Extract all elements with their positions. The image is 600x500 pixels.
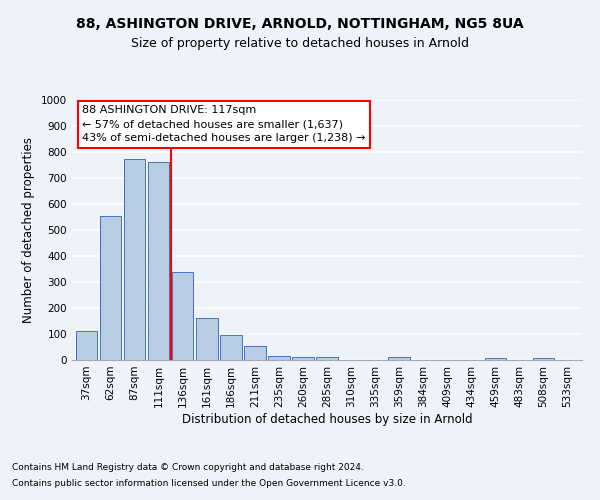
Text: Contains public sector information licensed under the Open Government Licence v3: Contains public sector information licen… [12, 478, 406, 488]
Text: Contains HM Land Registry data © Crown copyright and database right 2024.: Contains HM Land Registry data © Crown c… [12, 464, 364, 472]
Bar [100, 216, 121, 360]
X-axis label: Distribution of detached houses by size in Arnold: Distribution of detached houses by size … [182, 412, 472, 426]
Bar [533, 358, 554, 360]
Y-axis label: Number of detached properties: Number of detached properties [22, 137, 35, 323]
Bar [124, 158, 145, 360]
Text: Size of property relative to detached houses in Arnold: Size of property relative to detached ho… [131, 38, 469, 51]
Bar [76, 332, 97, 360]
Bar [172, 272, 193, 360]
Bar [220, 335, 242, 360]
Bar [316, 357, 338, 360]
Text: 88, ASHINGTON DRIVE, ARNOLD, NOTTINGHAM, NG5 8UA: 88, ASHINGTON DRIVE, ARNOLD, NOTTINGHAM,… [76, 18, 524, 32]
Bar [388, 358, 410, 360]
Bar [268, 356, 290, 360]
Text: 88 ASHINGTON DRIVE: 117sqm
← 57% of detached houses are smaller (1,637)
43% of s: 88 ASHINGTON DRIVE: 117sqm ← 57% of deta… [82, 105, 366, 143]
Bar [196, 318, 218, 360]
Bar [244, 346, 266, 360]
Bar [292, 356, 314, 360]
Bar [485, 358, 506, 360]
Bar [148, 162, 169, 360]
